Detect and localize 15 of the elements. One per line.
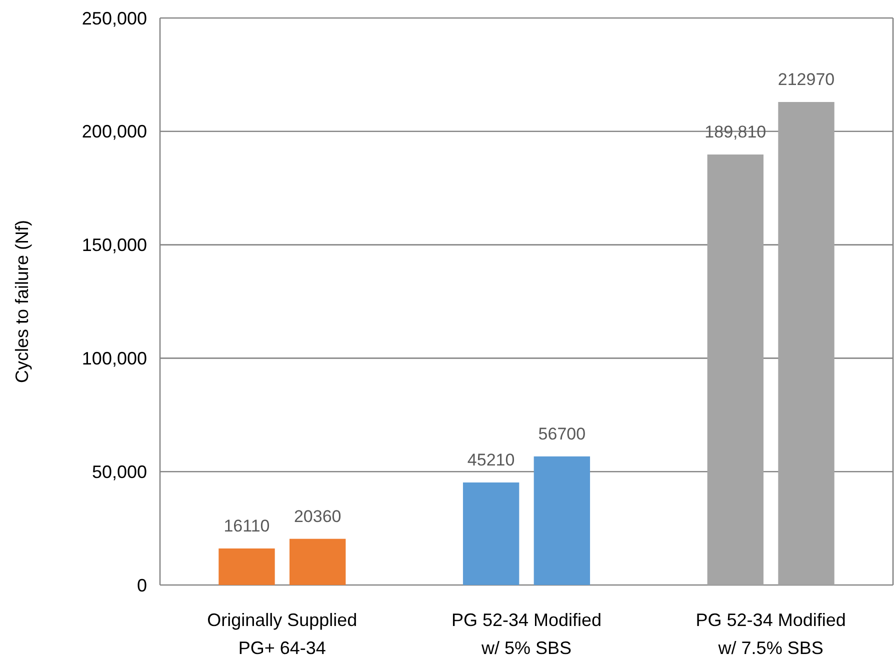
x-tick-label: Originally Supplied PG+ 64-34: [207, 610, 358, 658]
y-tick-label: 200,000: [82, 122, 147, 142]
data-label: 45210: [467, 450, 515, 470]
x-tick-label: PG 52-34 Modified w/ 7.5% SBS: [696, 610, 846, 658]
data-label: 20360: [294, 506, 342, 526]
y-tick-label: 100,000: [82, 348, 147, 368]
y-tick-label: 0: [136, 575, 147, 596]
data-label: 212970: [778, 70, 835, 89]
data-label: 16110: [224, 516, 270, 536]
y-tick-label: 150,000: [82, 235, 147, 256]
y-tick-label: 50,000: [92, 462, 147, 482]
y-axis-title: Cycles to failure (Nf): [12, 220, 32, 384]
y-tick-label: 250,000: [82, 8, 147, 28]
data-label: 56700: [538, 424, 586, 444]
x-tick-label: PG 52-34 Modified w/ 5% SBS: [451, 610, 602, 658]
